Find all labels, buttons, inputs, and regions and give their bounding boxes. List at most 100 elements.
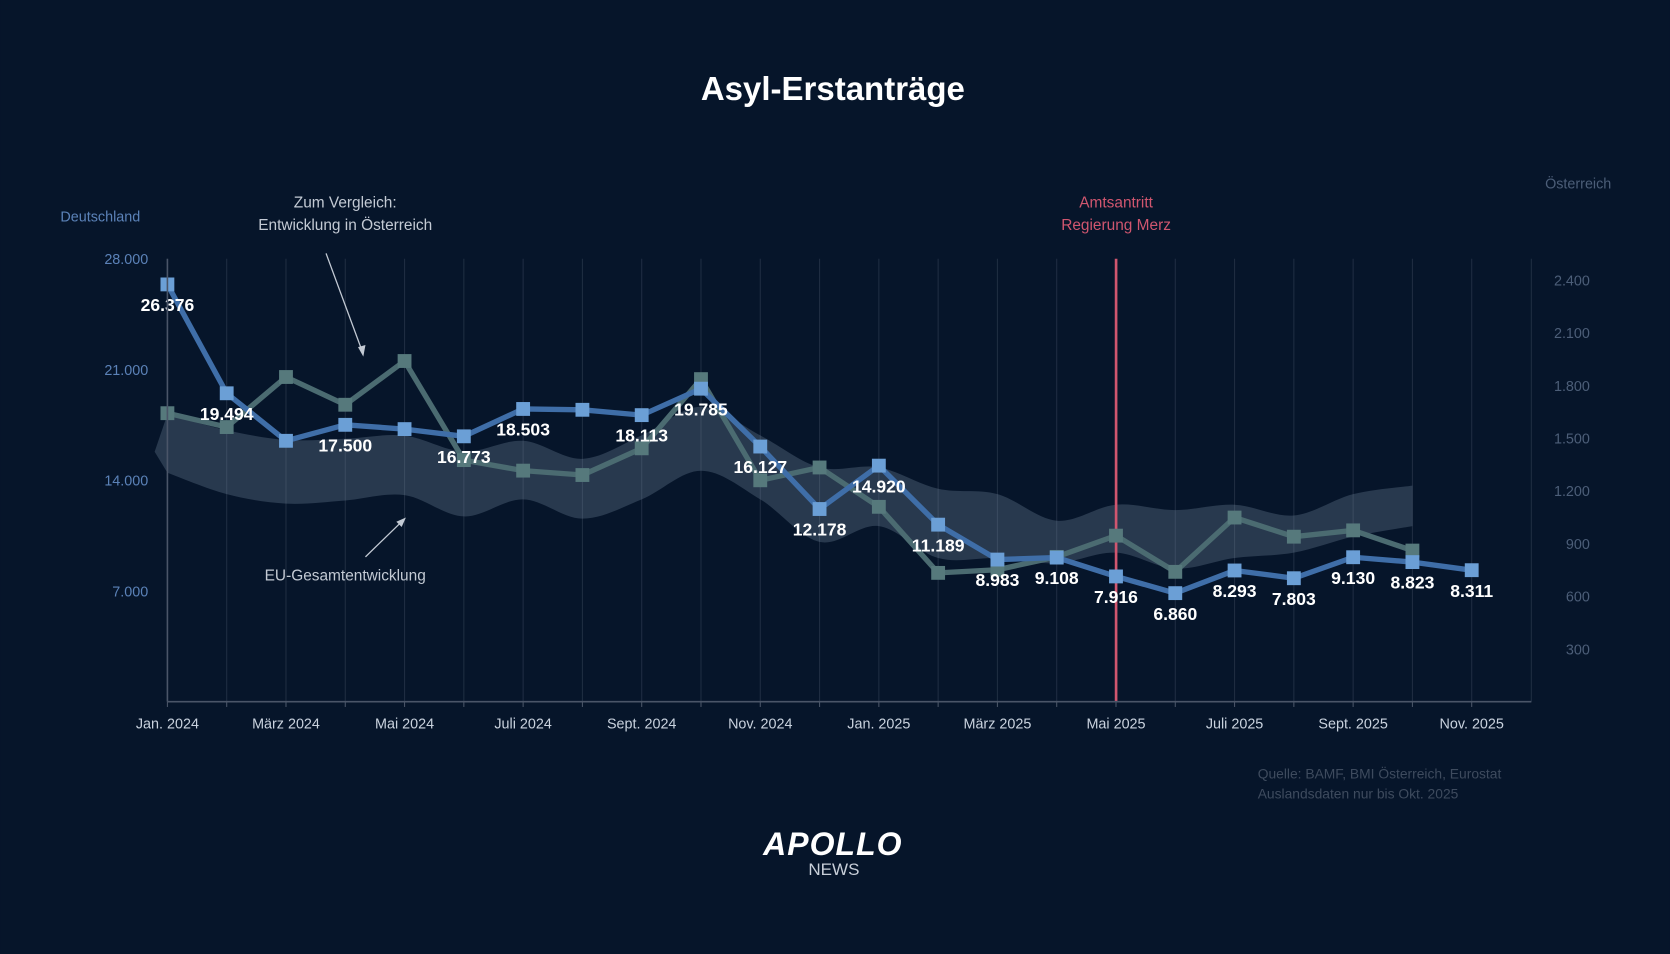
- source-line-2: Auslandsdaten nur bis Okt. 2025: [1258, 786, 1459, 802]
- germany-point: [1049, 550, 1064, 565]
- eu-band: [154, 406, 1413, 569]
- x-tick-label: Mai 2024: [375, 716, 434, 732]
- austria-point: [1227, 510, 1242, 525]
- germany-point: [694, 381, 708, 396]
- austria-point: [634, 441, 649, 456]
- austria-point: [279, 370, 293, 384]
- austria-point: [516, 463, 531, 478]
- left-tick-label: 21.000: [104, 363, 148, 379]
- austria-point: [1405, 543, 1420, 558]
- germany-data-label: 9.108: [1035, 568, 1079, 588]
- austria-series: [160, 354, 1420, 580]
- right-tick-label: 1.200: [1554, 484, 1590, 500]
- left-ticks: 7.000 14.000 21.000 28.000: [104, 252, 148, 600]
- left-tick-label: 7.000: [112, 584, 148, 600]
- austria-point: [1346, 523, 1361, 538]
- eu-note: EU-Gesamtentwicklung: [265, 567, 426, 584]
- germany-point: [1286, 571, 1301, 586]
- merz-label-2: Regierung Merz: [1061, 217, 1171, 234]
- germany-point: [575, 402, 590, 417]
- x-tick-label: Jan. 2025: [847, 716, 910, 732]
- x-tick-label: Sept. 2024: [607, 716, 676, 732]
- austria-point: [931, 565, 946, 580]
- germany-data-label: 8.311: [1450, 581, 1493, 601]
- x-tick-label: März 2025: [963, 716, 1031, 732]
- germany-point: [397, 422, 412, 437]
- right-ticks: 300 600 900 1.200 1.500 1.800 2.100 2.400: [1554, 273, 1590, 658]
- x-tick-label: Nov. 2024: [728, 716, 792, 732]
- germany-data-label: 11.189: [912, 535, 965, 555]
- right-tick-label: 900: [1566, 537, 1590, 553]
- right-axis-title: Österreich: [1545, 174, 1611, 192]
- germany-point: [1227, 563, 1242, 578]
- germany-point: [1405, 555, 1420, 570]
- germany-point: [931, 517, 946, 532]
- x-tick-label: Juli 2025: [1206, 716, 1263, 732]
- right-tick-label: 2.100: [1554, 326, 1590, 342]
- germany-point: [1168, 586, 1183, 601]
- apollo-logo-news: NEWS: [808, 860, 859, 879]
- right-tick-label: 1.500: [1554, 431, 1590, 447]
- austria-point: [219, 420, 234, 434]
- germany-data-label: 18.113: [615, 426, 668, 446]
- germany-point: [753, 439, 768, 454]
- right-tick-label: 2.400: [1554, 273, 1590, 289]
- germany-point: [634, 408, 649, 423]
- germany-data-label: 18.503: [496, 420, 550, 440]
- austria-arrow: [325, 253, 366, 357]
- germany-point: [338, 417, 353, 432]
- germany-data-label: 9.130: [1331, 568, 1375, 588]
- x-tick-label: Nov. 2025: [1440, 716, 1504, 732]
- germany-point: [279, 433, 293, 448]
- merz-marker: Amtsantritt Regierung Merz: [1061, 195, 1171, 702]
- germany-point: [1109, 569, 1123, 584]
- apollo-logo: APOLLO: [762, 826, 902, 862]
- eu-arrow: [365, 517, 406, 558]
- x-tick-label: März 2024: [252, 716, 320, 732]
- austria-point: [397, 354, 412, 368]
- germany-point: [871, 458, 886, 473]
- austria-note-1: Zum Vergleich:: [294, 195, 397, 212]
- x-tick-label: Sept. 2025: [1318, 716, 1387, 732]
- austria-point: [812, 460, 827, 475]
- germany-point: [1464, 563, 1479, 578]
- germany-data-label: 16.773: [437, 447, 491, 467]
- austria-point: [338, 397, 353, 412]
- austria-point: [456, 453, 471, 468]
- austria-note-2: Entwicklung in Österreich: [258, 216, 432, 234]
- germany-data-label: 8.823: [1390, 573, 1434, 593]
- germany-data-label: 19.494: [200, 404, 254, 424]
- germany-point: [516, 402, 531, 416]
- germany-data-label: 14.920: [852, 476, 906, 496]
- left-tick-label: 14.000: [104, 474, 148, 490]
- left-axis-title: Deutschland: [60, 209, 140, 225]
- source-line-1: Quelle: BAMF, BMI Österreich, Eurostat: [1258, 764, 1502, 781]
- germany-data-label: 17.500: [318, 435, 372, 455]
- germany-data-label: 16.127: [733, 457, 787, 477]
- left-tick-label: 28.000: [104, 252, 148, 268]
- germany-series: [160, 277, 1479, 601]
- germany-point: [990, 552, 1005, 567]
- germany-data-label: 8.293: [1213, 581, 1257, 601]
- austria-point: [1286, 529, 1301, 544]
- chart-title: Asyl-Erstanträge: [701, 70, 965, 107]
- x-tick-label: Juli 2024: [494, 716, 551, 732]
- germany-data-label: 7.916: [1094, 587, 1138, 607]
- germany-data-label: 12.178: [793, 520, 847, 540]
- austria-point: [1168, 564, 1183, 579]
- austria-point: [1109, 528, 1123, 543]
- germany-point: [1346, 550, 1361, 565]
- right-tick-label: 600: [1566, 590, 1590, 606]
- x-tick-label: Mai 2025: [1086, 716, 1145, 732]
- x-tick-label: Jan. 2024: [136, 716, 199, 732]
- germany-data-label: 7.803: [1272, 589, 1316, 609]
- germany-point: [456, 429, 471, 444]
- austria-line: [166, 358, 1414, 576]
- germany-data-label: 19.785: [674, 399, 728, 419]
- germany-point: [812, 502, 827, 516]
- germany-data-label: 8.983: [975, 570, 1019, 590]
- right-tick-label: 300: [1566, 642, 1590, 658]
- austria-point: [871, 499, 886, 514]
- germany-point: [219, 386, 234, 401]
